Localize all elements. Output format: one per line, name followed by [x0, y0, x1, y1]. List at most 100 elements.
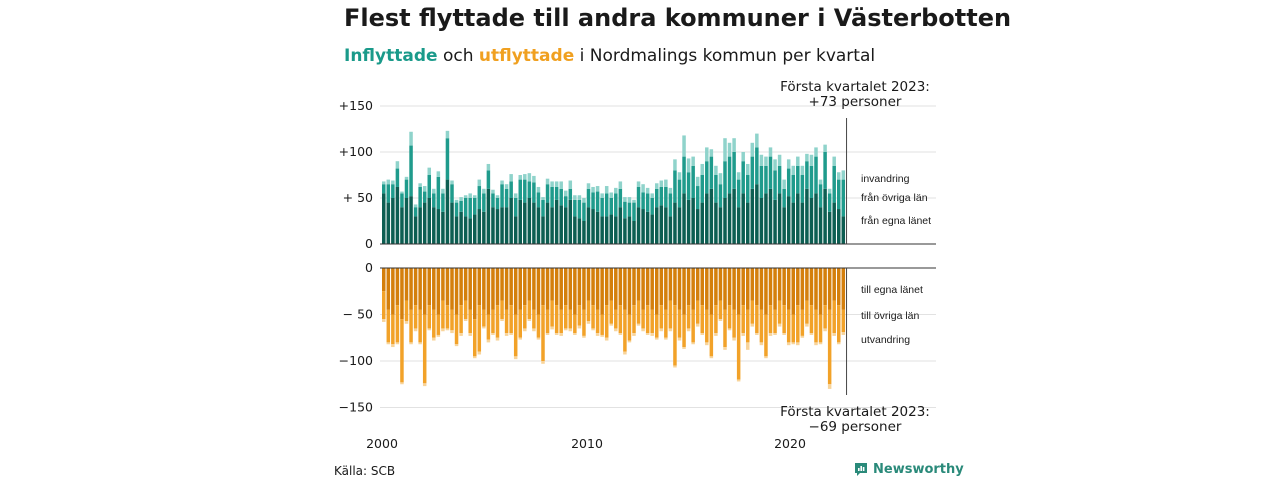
- bar-lower-utvandring: [422, 383, 427, 387]
- layer-label-upper: invandring: [861, 173, 910, 185]
- bar-lower-utvandring: [573, 333, 577, 335]
- bar-upper-invandring: [709, 149, 714, 157]
- bar-upper-från-övriga-län: [623, 201, 627, 219]
- bar-upper-från-övriga-län: [523, 179, 527, 203]
- bar-lower-utvandring: [436, 334, 441, 337]
- bar-lower-utvandring: [627, 340, 632, 343]
- bar-upper-invandring: [382, 181, 386, 185]
- bar-lower-till-egna-länet: [404, 268, 409, 301]
- bar-upper-från-egna-länet: [391, 198, 395, 244]
- bar-upper-från-egna-länet: [527, 198, 532, 244]
- bar-lower-till-övriga-län: [545, 309, 550, 334]
- bar-lower-utvandring: [445, 328, 450, 331]
- bar-upper-invandring: [513, 193, 518, 198]
- bar-upper-från-egna-länet: [636, 207, 641, 244]
- bar-upper-från-övriga-län: [586, 188, 591, 208]
- bar-lower-till-övriga-län: [777, 300, 782, 324]
- bar-upper-invandring: [386, 179, 391, 185]
- bar-upper-från-egna-länet: [809, 198, 814, 244]
- bar-lower-till-övriga-län: [518, 309, 522, 338]
- bar-upper-från-övriga-län: [718, 184, 723, 208]
- bar-lower-till-egna-länet: [773, 268, 777, 310]
- bar-upper-från-egna-länet: [432, 207, 436, 244]
- bar-upper-invandring: [636, 181, 641, 187]
- bar-upper-från-egna-länet: [586, 207, 591, 244]
- bar-upper-från-övriga-län: [495, 198, 500, 210]
- bar-lower-till-egna-länet: [655, 268, 659, 315]
- bar-upper-från-övriga-län: [682, 156, 686, 194]
- bar-lower-till-egna-länet: [482, 268, 486, 310]
- bar-upper-från-övriga-län: [686, 172, 691, 200]
- bar-lower-till-egna-länet: [791, 268, 795, 315]
- bar-upper-från-övriga-län: [509, 181, 513, 198]
- chart-subtitle: Inflyttade och utflyttade i Nordmalings …: [344, 46, 875, 66]
- bar-lower-utvandring: [645, 333, 650, 335]
- bar-upper-invandring: [809, 154, 814, 166]
- bar-lower-till-egna-länet: [450, 268, 454, 310]
- bar-upper-från-övriga-län: [832, 165, 836, 203]
- bar-upper-invandring: [550, 181, 554, 187]
- bar-lower-till-övriga-län: [618, 305, 623, 334]
- bar-upper-invandring: [823, 144, 827, 152]
- bar-upper-från-övriga-län: [541, 199, 545, 217]
- bar-lower-till-övriga-län: [532, 309, 536, 329]
- bar-lower-till-övriga-län: [614, 309, 618, 329]
- bar-lower-utvandring: [741, 333, 745, 336]
- bar-upper-från-övriga-län: [805, 161, 809, 189]
- bar-lower-till-egna-länet: [486, 268, 491, 315]
- bar-upper-invandring: [673, 159, 677, 171]
- bar-upper-invandring: [764, 156, 768, 166]
- bar-upper-från-övriga-län: [614, 193, 618, 217]
- bar-lower-utvandring: [604, 337, 609, 341]
- bar-lower-utvandring: [768, 333, 773, 336]
- bar-upper-från-övriga-län: [422, 191, 427, 203]
- bar-upper-från-övriga-län: [568, 188, 573, 200]
- bar-lower-utvandring: [659, 328, 664, 332]
- bar-upper-från-egna-länet: [764, 193, 768, 244]
- bar-lower-till-övriga-län: [413, 305, 418, 329]
- bar-upper-från-egna-länet: [491, 207, 495, 244]
- bar-lower-utvandring: [686, 328, 691, 332]
- bar-lower-till-egna-länet: [636, 268, 641, 301]
- bar-upper-invandring: [841, 170, 846, 180]
- bar-lower-utvandring: [623, 351, 627, 355]
- bar-lower-till-övriga-län: [705, 309, 709, 343]
- bar-lower-till-övriga-län: [541, 305, 545, 361]
- bar-upper-från-egna-länet: [732, 188, 736, 244]
- bar-lower-till-övriga-län: [832, 300, 836, 334]
- bar-upper-från-egna-länet: [382, 193, 386, 244]
- bar-upper-från-egna-länet: [513, 216, 518, 244]
- bar-upper-från-övriga-län: [732, 152, 736, 189]
- bar-upper-från-egna-länet: [714, 202, 718, 244]
- bar-lower-till-övriga-län: [755, 305, 759, 334]
- bar-lower-utvandring: [777, 323, 782, 327]
- bar-upper-från-övriga-län: [463, 198, 468, 217]
- bar-upper-från-övriga-län: [659, 186, 664, 206]
- bar-lower-utvandring: [755, 333, 759, 335]
- y-tick-upper: 0: [365, 236, 373, 251]
- bar-upper-från-övriga-län: [536, 192, 541, 208]
- bar-upper-från-egna-länet: [536, 207, 541, 244]
- bar-upper-från-egna-länet: [823, 188, 827, 244]
- bar-lower-till-egna-länet: [614, 268, 618, 310]
- newsworthy-logo-icon: [855, 463, 867, 476]
- bar-upper-från-egna-länet: [723, 198, 727, 244]
- bar-upper-från-egna-länet: [573, 216, 577, 244]
- bar-lower-till-övriga-län: [573, 314, 577, 334]
- bar-upper-invandring: [777, 154, 782, 166]
- bar-lower-till-egna-länet: [659, 268, 664, 306]
- bar-upper-invandring: [655, 183, 659, 189]
- bar-lower-till-övriga-län: [627, 314, 632, 341]
- bar-lower-till-egna-länet: [668, 268, 673, 301]
- bar-lower-till-egna-länet: [477, 268, 482, 306]
- bar-lower-utvandring: [714, 333, 718, 336]
- bar-upper-från-övriga-län: [782, 188, 786, 208]
- bar-lower-till-egna-länet: [736, 268, 741, 315]
- bar-lower-utvandring: [400, 382, 404, 385]
- bar-lower-utvandring: [391, 344, 395, 348]
- bar-lower-till-egna-länet: [714, 268, 718, 306]
- bar-upper-från-egna-länet: [436, 209, 441, 244]
- bar-lower-utvandring: [705, 342, 709, 346]
- bar-lower-utvandring: [827, 384, 832, 389]
- bar-lower-utvandring: [577, 325, 582, 329]
